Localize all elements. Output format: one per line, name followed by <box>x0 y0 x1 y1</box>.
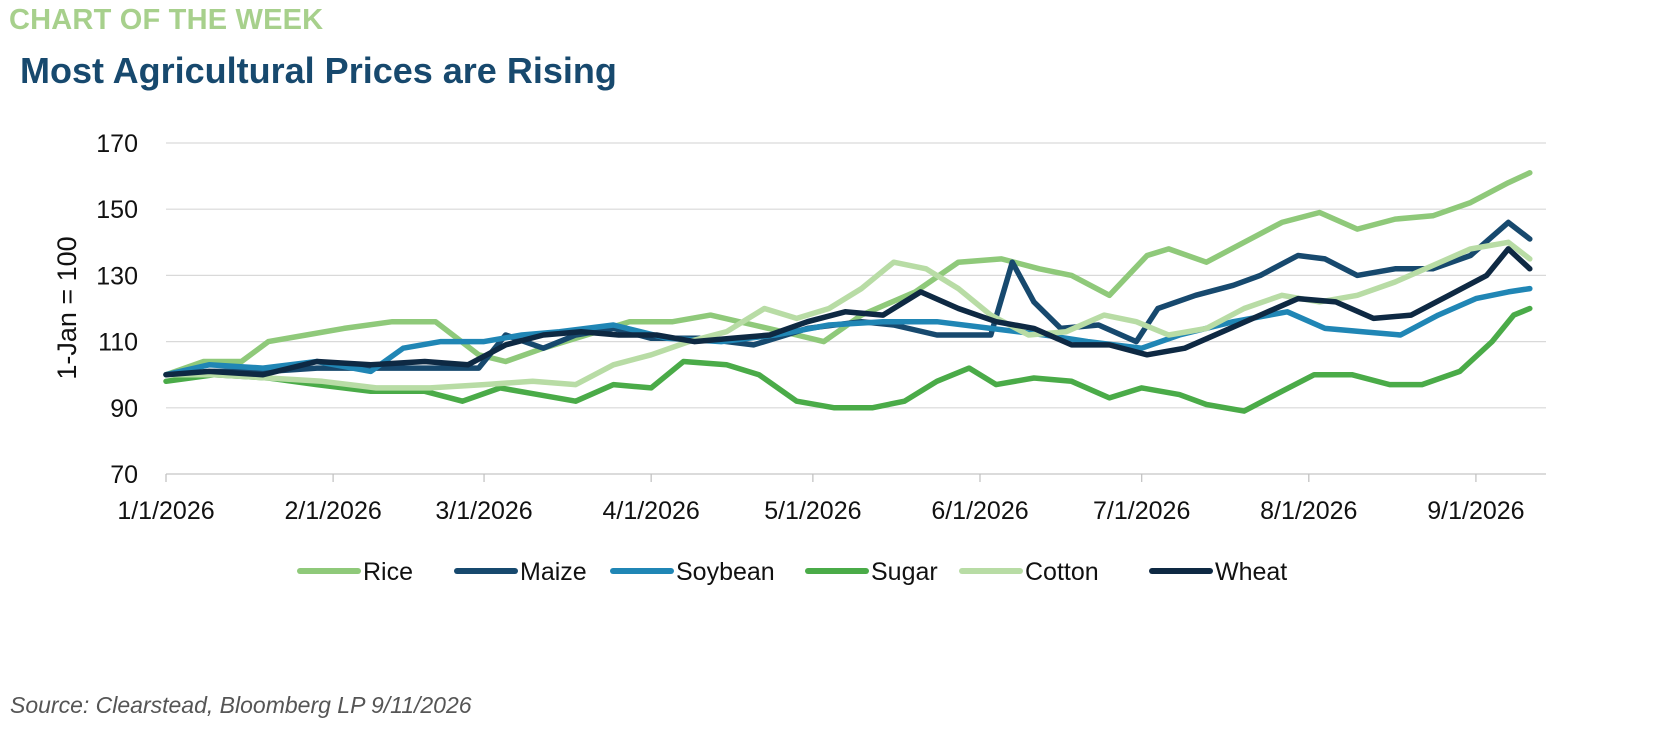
legend-label: Cotton <box>1025 558 1099 586</box>
series-lines <box>163 170 1533 414</box>
y-tick-label: 170 <box>96 130 138 158</box>
y-axis: 70 90 110 130 150 170 <box>96 130 138 489</box>
source-note: Source: Clearstead, Bloomberg LP 9/11/20… <box>10 692 472 718</box>
y-tick-label: 110 <box>98 329 138 357</box>
x-tick-label: 1/1/2026 <box>117 497 214 525</box>
series-line-wheat <box>163 246 1533 378</box>
series-line-sugar <box>163 305 1533 414</box>
legend-item-soybean: Soybean <box>610 558 775 586</box>
legend-item-rice: Rice <box>297 558 413 586</box>
legend-label: Maize <box>520 558 587 586</box>
chart-kicker: CHART OF THE WEEK <box>9 4 324 36</box>
series-line-maize <box>163 219 1533 378</box>
x-tick-label: 9/1/2026 <box>1427 497 1524 525</box>
y-axis-title: 1-Jan = 100 <box>52 236 82 379</box>
legend-item-sugar: Sugar <box>805 558 938 586</box>
legend-item-wheat: Wheat <box>1149 558 1287 586</box>
legend-item-cotton: Cotton <box>959 558 1099 586</box>
x-tick-label: 2/1/2026 <box>284 497 381 525</box>
gridlines <box>166 142 1546 475</box>
series-line-rice <box>163 170 1533 378</box>
x-axis: 1/1/2026 2/1/2026 3/1/2026 4/1/2026 5/1/2026… <box>117 474 1525 525</box>
x-tick-label: 6/1/2026 <box>931 497 1028 525</box>
y-tick-label: 70 <box>110 461 138 489</box>
legend-label: Rice <box>363 558 413 586</box>
legend-label: Soybean <box>676 558 775 586</box>
legend: Rice Maize Soybean Sugar Cotton Wheat <box>297 558 1287 586</box>
x-tick-label: 7/1/2026 <box>1093 497 1190 525</box>
legend-label: Sugar <box>871 558 938 586</box>
x-tick-label: 5/1/2026 <box>764 497 861 525</box>
x-tick-label: 8/1/2026 <box>1260 497 1357 525</box>
x-tick-label: 4/1/2026 <box>602 497 699 525</box>
y-tick-label: 130 <box>96 262 138 290</box>
y-tick-label: 90 <box>110 395 138 423</box>
legend-item-maize: Maize <box>454 558 587 586</box>
x-tick-label: 3/1/2026 <box>435 497 532 525</box>
chart-title: Most Agricultural Prices are Rising <box>20 50 617 91</box>
legend-label: Wheat <box>1215 558 1287 586</box>
series-line-soybean <box>163 285 1533 378</box>
y-tick-label: 150 <box>96 196 138 224</box>
